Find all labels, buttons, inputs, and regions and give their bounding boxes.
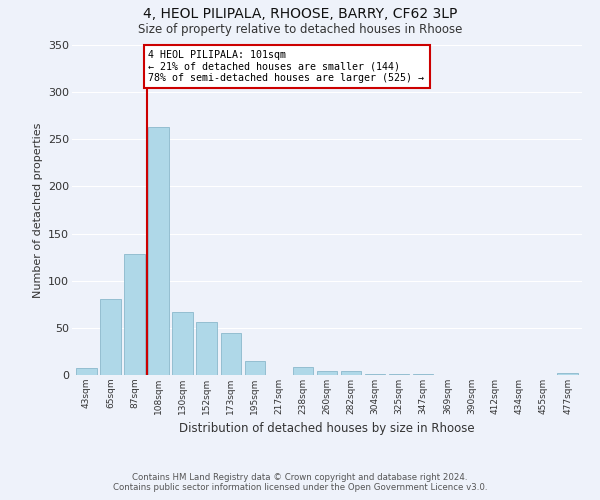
- Bar: [221, 332, 241, 375]
- Bar: [196, 322, 217, 375]
- Bar: [100, 298, 121, 375]
- Bar: [124, 254, 145, 375]
- Text: 4 HEOL PILIPALA: 101sqm
← 21% of detached houses are smaller (144)
78% of semi-d: 4 HEOL PILIPALA: 101sqm ← 21% of detache…: [149, 50, 425, 83]
- Bar: [293, 368, 313, 375]
- Bar: [557, 373, 578, 375]
- Bar: [172, 312, 193, 375]
- Y-axis label: Number of detached properties: Number of detached properties: [32, 122, 43, 298]
- Bar: [76, 368, 97, 375]
- Text: Contains HM Land Registry data © Crown copyright and database right 2024.
Contai: Contains HM Land Registry data © Crown c…: [113, 473, 487, 492]
- Bar: [389, 374, 409, 375]
- Text: Size of property relative to detached houses in Rhoose: Size of property relative to detached ho…: [138, 22, 462, 36]
- Bar: [341, 371, 361, 375]
- Bar: [365, 374, 385, 375]
- Bar: [148, 127, 169, 375]
- Bar: [317, 371, 337, 375]
- Text: 4, HEOL PILIPALA, RHOOSE, BARRY, CF62 3LP: 4, HEOL PILIPALA, RHOOSE, BARRY, CF62 3L…: [143, 8, 457, 22]
- Bar: [245, 361, 265, 375]
- Bar: [413, 374, 433, 375]
- X-axis label: Distribution of detached houses by size in Rhoose: Distribution of detached houses by size …: [179, 422, 475, 436]
